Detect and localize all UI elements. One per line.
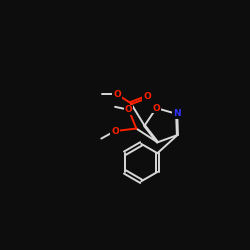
Text: O: O: [113, 90, 121, 99]
Text: O: O: [125, 105, 133, 114]
Text: N: N: [173, 110, 180, 118]
Text: O: O: [152, 104, 160, 112]
Text: O: O: [111, 126, 119, 136]
Text: O: O: [143, 92, 151, 102]
